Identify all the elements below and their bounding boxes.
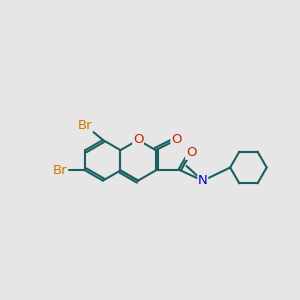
Text: O: O bbox=[171, 133, 181, 146]
Text: Br: Br bbox=[78, 119, 92, 132]
Text: Br: Br bbox=[53, 164, 68, 177]
Text: O: O bbox=[133, 134, 143, 146]
Text: N: N bbox=[198, 174, 208, 187]
Text: O: O bbox=[186, 146, 196, 159]
